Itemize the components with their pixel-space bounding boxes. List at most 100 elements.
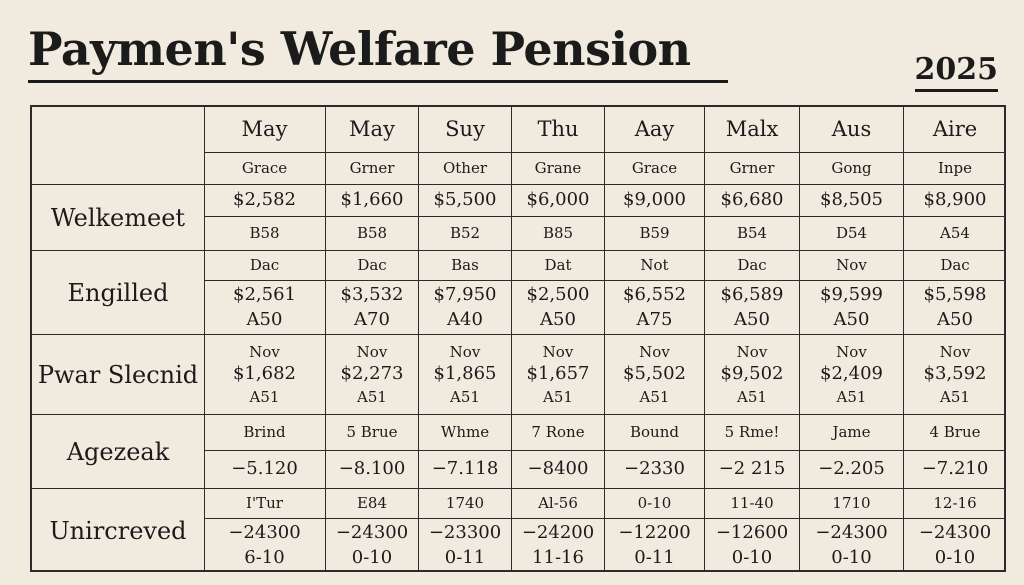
table-cell: Grace: [605, 153, 705, 184]
table-cell: Grner: [705, 153, 800, 184]
amount: $2,561: [233, 284, 296, 306]
table-cell: 12-16: [933, 494, 977, 513]
table-cell: B52: [419, 217, 512, 250]
value: −24300: [815, 522, 888, 544]
table-cell: $6,589 A50: [705, 281, 800, 334]
amount: $6,552: [623, 284, 686, 306]
table-cell: $6,000: [512, 185, 605, 216]
table-cell: $7,950 A40: [419, 281, 512, 334]
row-label-pwar-slecnid: Pwar Slecnid: [32, 335, 204, 415]
table-cell: E84: [326, 489, 419, 518]
code: A51: [450, 387, 480, 406]
range: 6-10: [244, 546, 285, 568]
table-cell: 4 Brue: [929, 423, 981, 442]
table-cell: Nov $1,657 A51: [512, 335, 605, 414]
table-cell: B58: [326, 217, 419, 250]
range: 0-10: [731, 546, 773, 568]
range: 0-11: [634, 546, 675, 568]
negative-row-2: −24300 6-10 −24300 0-10 −23300 0-11 −24200 1…: [204, 519, 1004, 572]
row-label-unircreved: Unircreved: [49, 516, 187, 545]
range: 0-10: [351, 546, 393, 568]
code: A50: [734, 308, 770, 330]
table-cell: Bound: [605, 415, 705, 450]
amount: $5,598: [923, 284, 987, 306]
month: Nov: [639, 343, 670, 362]
value: −24300: [335, 522, 409, 544]
table-cell: $8,900: [923, 189, 987, 211]
code: A51: [737, 387, 767, 406]
table-cell: $5,500: [419, 185, 512, 216]
table-cell: −2 215: [705, 451, 800, 488]
table-cell: Other: [419, 153, 512, 184]
table-cell: −12600 0-10: [705, 519, 800, 572]
range: 11-16: [532, 546, 584, 568]
table-cell: $8,505: [800, 185, 904, 216]
table-cell: −2.205: [800, 451, 904, 488]
title-underline: [28, 80, 728, 83]
month-header-row: May May Suy Thu Aay Malx Aus Aire: [204, 107, 1004, 153]
table-cell: $2,582: [204, 185, 326, 216]
amount-row-2: $2,561 A50 $3,532 A70 $7,950 A40 $2,500 A50 …: [204, 281, 1004, 335]
amount: $1,865: [433, 363, 497, 385]
value: −24200: [521, 522, 595, 544]
code: A50: [833, 308, 870, 330]
table-cell: B58: [204, 217, 326, 250]
table-cell: Dat: [512, 251, 605, 280]
table-cell: −24300 0-10: [800, 519, 904, 572]
code: A40: [447, 308, 483, 330]
amount: $9,502: [720, 363, 784, 385]
amount: $1,682: [233, 363, 296, 385]
value: −12200: [618, 522, 691, 544]
table-cell: 5 Rme!: [705, 415, 800, 450]
table-cell: Grner: [326, 153, 419, 184]
code: A50: [937, 308, 973, 330]
table-cell: 11-40: [705, 489, 800, 518]
amount: $2,409: [820, 363, 883, 385]
code: A51: [639, 387, 670, 406]
year-label: 2025: [914, 52, 998, 92]
range: 0-11: [444, 546, 486, 568]
table-cell: −24300 0-10: [326, 519, 419, 572]
column-header: Aus: [800, 107, 904, 152]
table-cell: Dac: [705, 251, 800, 280]
table-cell: $2,561 A50: [204, 281, 326, 334]
table-cell: 1710: [800, 489, 904, 518]
month: Nov: [939, 343, 971, 362]
table-cell: Grane: [512, 153, 605, 184]
table-cell: Dac: [326, 251, 419, 280]
row-label-welkemeet: Welkemeet: [32, 185, 204, 251]
table-cell: 0-10: [605, 489, 705, 518]
table-cell: Nov $9,502 A51: [705, 335, 800, 414]
table-cell: $9,000: [605, 185, 705, 216]
month: Nov: [542, 343, 574, 362]
table-cell: Whme: [419, 415, 512, 450]
code: A50: [540, 308, 576, 330]
table-cell: −8.100: [326, 451, 419, 488]
table-cell: Nov: [800, 251, 904, 280]
amount: $3,592: [923, 363, 987, 385]
table-cell: B54: [705, 217, 800, 250]
table-cell: −5.120: [204, 451, 326, 488]
table-cell: D54: [800, 217, 904, 250]
column-header: Suy: [419, 107, 512, 152]
table-cell: −7.210: [921, 458, 989, 480]
month: Nov: [836, 343, 867, 362]
column-header: Aay: [605, 107, 705, 152]
table-cell: Bas: [419, 251, 512, 280]
table-cell: −12200 0-11: [605, 519, 705, 572]
amount: $1,657: [526, 363, 590, 385]
value: −24300: [228, 522, 301, 544]
table-cell: Gong: [800, 153, 904, 184]
negative-row-1: −5.120 −8.100 −7.118 −8400 −2330 −2 215 …: [204, 451, 1004, 489]
table-cell: Nov $2,409 A51: [800, 335, 904, 414]
range: 0-10: [934, 546, 976, 568]
range: 0-10: [831, 546, 872, 568]
amount-row-3: Nov $1,682 A51 Nov $2,273 A51 Nov $1,865 A51 N…: [204, 335, 1004, 415]
bound-row: Brind 5 Brue Whme 7 Rone Bound 5 Rme! Ja…: [204, 415, 1004, 451]
table-cell: −2330: [605, 451, 705, 488]
value: −23300: [428, 522, 502, 544]
table-cell: Nov $3,592 A51: [904, 335, 1006, 414]
grace-row: Grace Grner Other Grane Grace Grner Gong…: [204, 153, 1004, 185]
amount-row-1: $2,582 $1,660 $5,500 $6,000 $9,000 $6,68…: [204, 185, 1004, 217]
amount: $5,502: [623, 363, 686, 385]
